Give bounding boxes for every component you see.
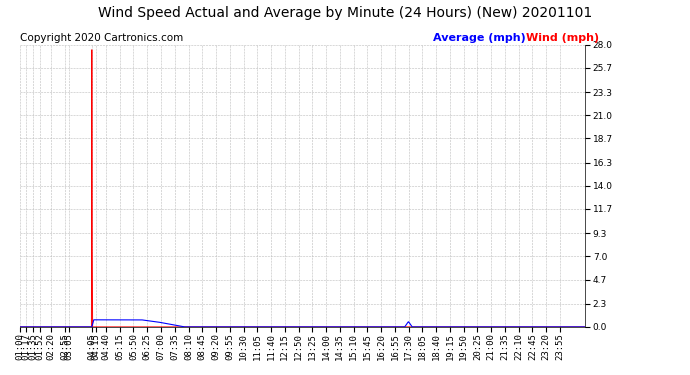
Text: Wind (mph): Wind (mph) bbox=[526, 33, 600, 43]
Text: Wind Speed Actual and Average by Minute (24 Hours) (New) 20201101: Wind Speed Actual and Average by Minute … bbox=[98, 6, 592, 20]
Text: Copyright 2020 Cartronics.com: Copyright 2020 Cartronics.com bbox=[19, 33, 183, 43]
Text: Average (mph): Average (mph) bbox=[433, 33, 526, 43]
